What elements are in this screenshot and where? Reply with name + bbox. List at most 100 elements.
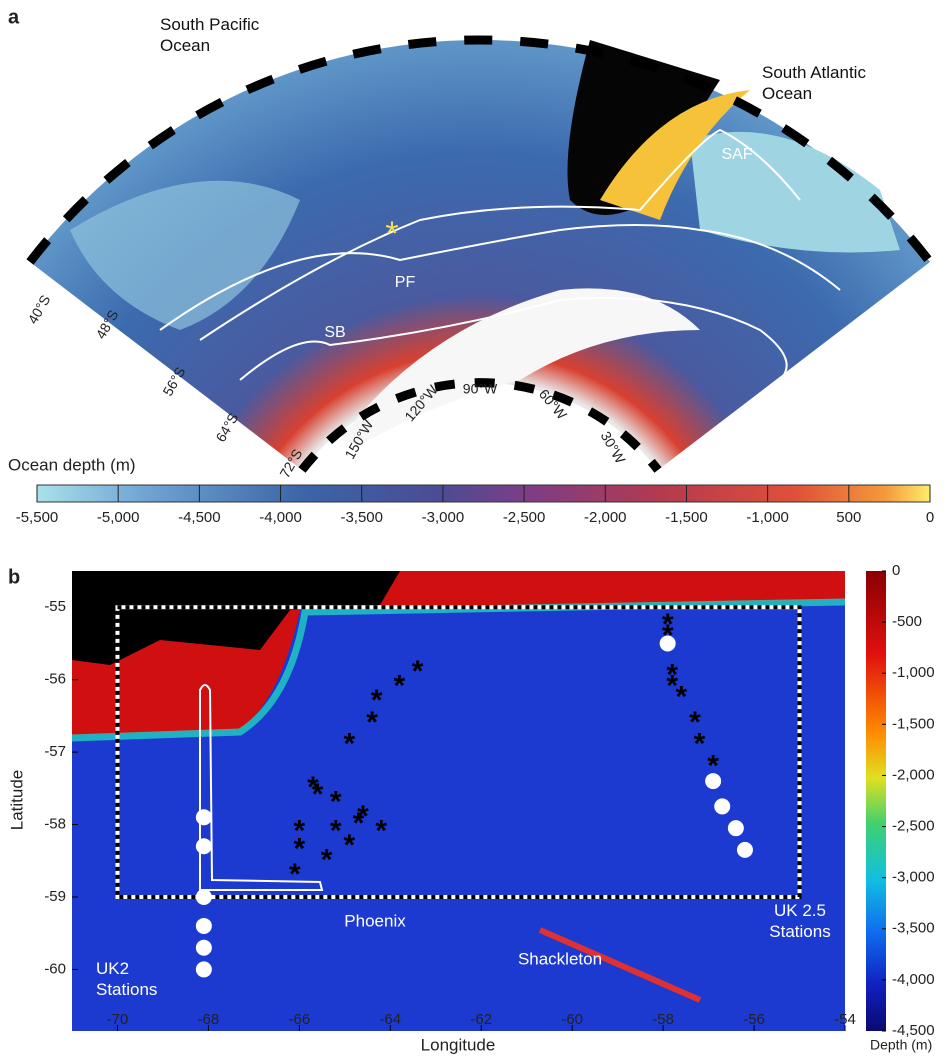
colorbar-tick-label: -4,000 xyxy=(259,509,302,526)
ocean-label: South Atlantic Ocean xyxy=(762,63,866,103)
station xyxy=(727,820,744,837)
colorbar-tick-label: 500 xyxy=(836,509,861,526)
colorbar-tick-label: -1,000 xyxy=(892,664,935,681)
place-label: Shackleton xyxy=(518,949,602,968)
colorbar xyxy=(866,571,886,1031)
y-axis-title: Latitude xyxy=(7,770,26,831)
asterisk: * xyxy=(412,655,424,688)
asterisk: * xyxy=(321,843,333,876)
antarctica xyxy=(340,288,700,445)
colorbar-tick-label: -3,000 xyxy=(422,509,465,526)
colorbar-tick-label: 0 xyxy=(892,562,900,579)
colorbar-tick-label: -2,000 xyxy=(892,766,935,783)
land xyxy=(72,571,400,665)
asterisk: * xyxy=(666,659,678,692)
site-marker: * xyxy=(385,215,398,253)
front-label: SAF xyxy=(721,146,752,163)
colorbar-tick-label: -3,500 xyxy=(340,509,383,526)
ridge xyxy=(538,927,702,1003)
colorbar-tick-label: -1,500 xyxy=(665,509,708,526)
asterisk: * xyxy=(375,814,387,847)
x-tick-label: -68 xyxy=(198,1011,220,1028)
x-tick-label: -58 xyxy=(652,1011,674,1028)
x-axis-title: Longitude xyxy=(421,1035,496,1054)
asterisk: * xyxy=(330,785,342,818)
shallow-region xyxy=(70,180,300,330)
asterisk: * xyxy=(694,728,706,761)
colorbar-tick-label: -2,500 xyxy=(892,818,935,835)
station xyxy=(705,773,722,790)
colorbar-tick-label: -4,000 xyxy=(892,971,935,988)
study-box xyxy=(115,605,802,899)
station xyxy=(195,838,212,855)
station xyxy=(736,841,753,858)
place-label: Phoenix xyxy=(344,911,406,930)
x-tick-label: -70 xyxy=(107,1011,129,1028)
colorbar-tick-label: -4,500 xyxy=(892,1022,935,1039)
x-tick-label: -60 xyxy=(561,1011,583,1028)
asterisk: * xyxy=(307,771,319,804)
shallow-region xyxy=(690,131,900,253)
colorbar-tick-label: -500 xyxy=(892,613,922,630)
asterisk: * xyxy=(662,608,674,641)
x-tick-label: -56 xyxy=(743,1011,765,1028)
colorbar xyxy=(36,484,931,503)
x-tick-label: -64 xyxy=(379,1011,401,1028)
station-label: UK 2.5 Stations xyxy=(769,901,831,941)
y-tick-label: -55 xyxy=(44,598,66,615)
asterisk: * xyxy=(289,858,301,891)
station xyxy=(659,635,676,652)
panel-label: b xyxy=(8,566,20,588)
x-tick-label: -54 xyxy=(834,1011,856,1028)
front-line xyxy=(159,224,841,331)
front-line xyxy=(199,128,801,341)
colorbar-tick-label: -2,500 xyxy=(503,509,546,526)
x-tick-label: -66 xyxy=(289,1011,311,1028)
shelf xyxy=(600,90,750,220)
colorbar-tick-label: -1,500 xyxy=(892,715,935,732)
slope xyxy=(71,598,846,742)
asterisk: * xyxy=(394,670,406,703)
colorbar-title: Depth (m) xyxy=(870,1037,932,1053)
asterisk: * xyxy=(662,619,674,652)
front-label: PF xyxy=(395,274,416,291)
asterisk: * xyxy=(675,680,687,713)
y-tick-label: -58 xyxy=(44,816,66,833)
station xyxy=(714,798,731,815)
panel-label: a xyxy=(8,6,20,28)
latitude-label: 40°S xyxy=(24,292,53,326)
land xyxy=(567,40,720,215)
colorbar-tick-label: -3,000 xyxy=(892,869,935,886)
asterisk: * xyxy=(357,800,369,833)
colorbar-tick-label: -5,000 xyxy=(97,509,140,526)
asterisk: * xyxy=(353,807,365,840)
ocean-label: South Pacific Ocean xyxy=(160,15,260,55)
asterisk: * xyxy=(330,814,342,847)
asterisk: * xyxy=(707,749,719,782)
asterisk: * xyxy=(344,829,356,862)
front-line xyxy=(239,297,788,381)
colorbar-title: Ocean depth (m) xyxy=(8,455,136,474)
colorbar-tick-label: -2,000 xyxy=(584,509,627,526)
colorbar-tick-label: -1,000 xyxy=(746,509,789,526)
station xyxy=(195,961,212,978)
asterisk: * xyxy=(371,684,383,717)
asterisk: * xyxy=(366,706,378,739)
asterisk: * xyxy=(294,833,306,866)
asterisk: * xyxy=(312,778,324,811)
colorbar-tick-label: -5,500 xyxy=(16,509,59,526)
asterisk: * xyxy=(344,728,356,761)
colorbar-tick-label: -4,500 xyxy=(178,509,221,526)
station xyxy=(195,917,212,934)
colorbar-tick-label: -3,500 xyxy=(892,920,935,937)
asterisk: * xyxy=(689,706,701,739)
station xyxy=(195,888,212,905)
asterisk: * xyxy=(294,814,306,847)
longitude-label: 90°W xyxy=(463,381,498,397)
front-label: SB xyxy=(324,324,345,341)
asterisk: * xyxy=(666,670,678,703)
station-label: UK2 Stations xyxy=(96,959,158,999)
colorbar-tick-label: 0 xyxy=(926,509,934,526)
